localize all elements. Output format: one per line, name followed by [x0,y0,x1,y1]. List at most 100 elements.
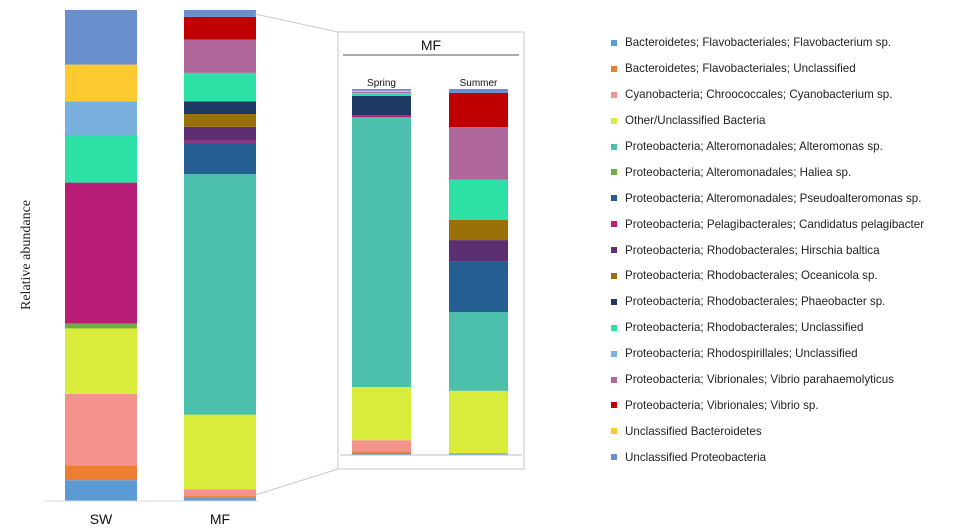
bar-segment-sw-proteobacteria-rhodobacterales-unclassified [65,134,137,183]
legend-label: Proteobacteria; Pelagibacterales; Candid… [625,217,925,231]
legend-label: Bacteroidetes; Flavobacteriales; Flavoba… [625,36,892,50]
legend-item: Proteobacteria; Rhodobacterales; Oceanic… [611,263,973,289]
legend-label: Proteobacteria; Rhodospirillales; Unclas… [625,347,858,361]
legend-label: Other/Unclassified Bacteria [625,114,766,128]
legend-swatch [611,402,617,409]
legend-item: Proteobacteria; Alteromonadales; Haliea … [611,159,973,185]
inset-segment-summer-proteobacteria-vibrionales-vibrio-parahaemolyticus [449,127,508,180]
legend-item: Proteobacteria; Rhodobacterales; Phaeoba… [611,289,973,315]
bar-segment-mf-bacteroidetes-flavobacteriales-unclassified [184,496,256,499]
legend-label: Unclassified Proteobacteria [625,450,767,464]
inset-segment-summer-proteobacteria-rhodobacterales-unclassified [449,179,508,220]
legend-label: Proteobacteria; Vibrionales; Vibrio para… [625,373,894,387]
legend: Bacteroidetes; Flavobacteriales; Flavoba… [611,30,973,470]
legend-label: Proteobacteria; Vibrionales; Vibrio sp. [625,398,819,412]
bar-segment-mf-proteobacteria-pelagibacterales-candidatus-pelagibacter [184,140,256,143]
bar-segment-sw-other-unclassified-bacteria [65,328,137,394]
legend-label: Proteobacteria; Alteromonadales; Haliea … [625,165,852,179]
inset-segment-summer-bacteroidetes-flavobacteriales-unclassified [449,453,508,454]
bar-segment-mf-proteobacteria-rhodobacterales-unclassified [184,72,256,102]
inset-segment-spring-bacteroidetes-flavobacteriales-flavobacterium-sp [352,453,411,455]
inset-segment-spring-unclassified-bacteroidetes [352,90,411,92]
bar-segment-mf-proteobacteria-alteromonadales-pseudoalteromonas-sp [184,142,256,174]
x-tick-label-sw: SW [90,511,113,527]
legend-label: Proteobacteria; Alteromonadales; Pseudoa… [625,191,922,205]
legend-item: Unclassified Bacteroidetes [611,418,973,444]
inset-category-label-spring: Spring [367,78,396,89]
legend-item: Unclassified Proteobacteria [611,444,973,470]
inset-segment-summer-unclassified-proteobacteria [449,89,508,94]
legend-item: Bacteroidetes; Flavobacteriales; Unclass… [611,56,973,82]
legend-swatch [611,65,617,72]
legend-swatch [611,169,617,176]
inset-segment-spring-proteobacteria-pelagibacterales-candidatus-pelagibacter [352,115,411,118]
legend-swatch [611,143,617,150]
bar-segment-sw-proteobacteria-alteromonadales-haliea-sp [65,323,137,329]
legend-swatch [611,454,617,461]
inset-segment-summer-proteobacteria-rhodobacterales-hirschia-baltica [449,240,508,262]
legend-swatch [611,247,617,254]
inset-category-label-summer: Summer [460,78,498,89]
inset-segment-spring-cyanobacteria-chroococcales-cyanobacterium-sp [352,440,411,452]
bar-segment-sw-bacteroidetes-flavobacteriales-flavobacterium-sp [65,480,137,501]
inset-segment-summer-proteobacteria-alteromonadales-alteromonas-sp [449,311,508,391]
legend-swatch [611,39,617,46]
legend-label: Proteobacteria; Alteromonadales; Alterom… [625,140,883,153]
bar-segment-sw-unclassified-proteobacteria [65,10,137,65]
legend-swatch [611,272,617,279]
inset-segment-spring-other-unclassified-bacteria [352,387,411,441]
bar-segment-sw-unclassified-bacteroidetes [65,64,137,102]
main-category-labels: SW MF [90,511,230,527]
bar-segment-mf-proteobacteria-rhodobacterales-oceanicola-sp [184,114,256,127]
bar-segment-sw-proteobacteria-rhodospirillales-unclassified [65,101,137,135]
legend-item: Proteobacteria; Rhodobacterales; Unclass… [611,315,973,341]
legend-swatch [611,428,617,435]
bar-segment-mf-cyanobacteria-chroococcales-cyanobacterium-sp [184,489,256,497]
legend-label: Proteobacteria; Rhodobacterales; Oceanic… [625,269,878,283]
legend-label: Bacteroidetes; Flavobacteriales; Unclass… [625,62,856,76]
inset-segment-summer-bacteroidetes-flavobacteriales-flavobacterium-sp [449,453,508,455]
bar-segment-mf-other-unclassified-bacteria [184,414,256,490]
legend-item: Proteobacteria; Alteromonadales; Pseudoa… [611,185,973,211]
inset-segment-summer-proteobacteria-vibrionales-vibrio-sp [449,93,508,128]
bar-segment-mf-unclassified-proteobacteria [184,10,256,17]
inset-segment-spring-proteobacteria-alteromonadales-alteromonas-sp [352,117,411,388]
inset-title: MF [421,37,441,53]
bar-segment-mf-proteobacteria-vibrionales-vibrio-sp [184,16,256,40]
inset-segment-spring-proteobacteria-rhodobacterales-unclassified [352,93,411,96]
inset-segment-spring-bacteroidetes-flavobacteriales-unclassified [352,451,411,454]
legend-item: Bacteroidetes; Flavobacteriales; Flavoba… [611,30,973,56]
legend-item: Proteobacteria; Rhodobacterales; Hirschi… [611,237,973,263]
zoom-connector-top [254,13,339,33]
bar-segment-sw-bacteroidetes-flavobacteriales-unclassified [65,465,137,481]
legend-swatch [611,324,617,331]
zoom-connector-bottom [254,468,339,496]
bar-segment-mf-proteobacteria-vibrionales-vibrio-parahaemolyticus [184,39,256,73]
bar-segment-mf-proteobacteria-rhodobacterales-phaeobacter-sp [184,101,256,115]
legend-label: Proteobacteria; Rhodobacterales; Hirschi… [625,243,880,257]
legend-swatch [611,376,617,383]
inset-segment-summer-proteobacteria-rhodobacterales-oceanicola-sp [449,219,508,241]
legend-swatch [611,221,617,228]
x-tick-label-mf: MF [210,511,230,527]
legend-item: Proteobacteria; Pelagibacterales; Candid… [611,211,973,237]
legend-swatch [611,298,617,305]
bar-segment-sw-proteobacteria-pelagibacterales-candidatus-pelagibacter [65,182,137,324]
legend-label: Proteobacteria; Rhodobacterales; Phaeoba… [625,295,886,309]
legend-label: Unclassified Bacteroidetes [625,424,762,438]
inset-segment-summer-other-unclassified-bacteria [449,390,508,454]
legend-item: Proteobacteria; Vibrionales; Vibrio para… [611,367,973,393]
legend-item: Cyanobacteria; Chroococcales; Cyanobacte… [611,82,973,108]
bar-segment-mf-proteobacteria-rhodobacterales-hirschia-baltica [184,126,256,141]
inset-segment-spring-proteobacteria-rhodospirillales-unclassified [352,93,411,94]
inset-segment-spring-unclassified-proteobacteria [352,89,411,91]
inset-segment-spring-proteobacteria-rhodobacterales-phaeobacter-sp [352,95,411,116]
bar-segment-sw-cyanobacteria-chroococcales-cyanobacterium-sp [65,393,137,466]
legend-swatch [611,91,617,98]
legend-item: Other/Unclassified Bacteria [611,108,973,134]
y-axis-label: Relative abundance [19,200,34,310]
bar-segment-mf-proteobacteria-alteromonadales-alteromonas-sp [184,173,256,415]
legend-swatch [611,195,617,202]
legend-label: Cyanobacteria; Chroococcales; Cyanobacte… [625,88,893,102]
